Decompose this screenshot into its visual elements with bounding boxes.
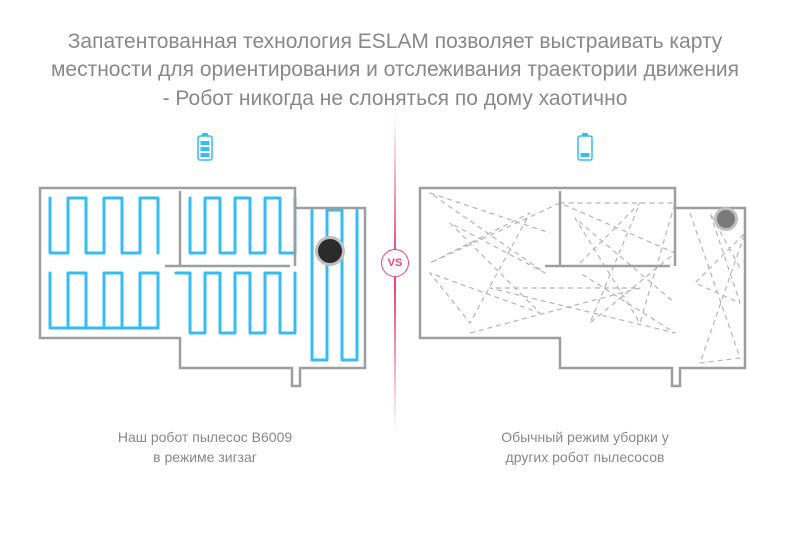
floorplan-right — [410, 173, 760, 403]
right-caption-line1: Обычный режим уборки у — [501, 427, 668, 447]
comparison-row: Наш робот пылесос B6009 в режиме зигзаг … — [0, 113, 790, 468]
vs-badge: VS — [381, 249, 409, 277]
left-caption: Наш робот пылесос B6009 в режиме зигзаг — [118, 427, 292, 468]
left-panel: Наш робот пылесос B6009 в режиме зигзаг — [30, 133, 380, 468]
right-panel: Обычный режим уборки у других робот пыле… — [410, 133, 760, 468]
battery-icon — [576, 133, 594, 161]
headline: Запатентованная технология ESLAM позволя… — [0, 0, 790, 113]
right-caption: Обычный режим уборки у других робот пыле… — [501, 427, 668, 468]
battery-icon — [196, 133, 214, 161]
right-caption-line2: других робот пылесосов — [501, 447, 668, 467]
floorplan-left — [30, 173, 380, 403]
left-caption-line1: Наш робот пылесос B6009 — [118, 427, 292, 447]
left-caption-line2: в режиме зигзаг — [118, 447, 292, 467]
